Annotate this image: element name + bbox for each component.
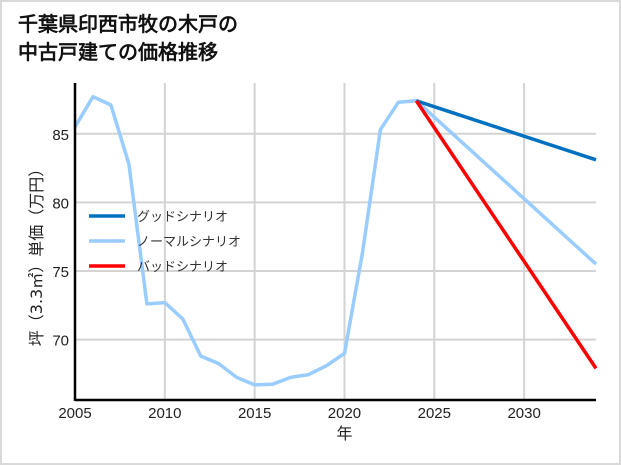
y-tick-label: 80 bbox=[52, 195, 69, 212]
legend-label-2: バッドシナリオ bbox=[137, 260, 228, 275]
x-tick-label: 2015 bbox=[238, 405, 271, 422]
x-axis-label: 年 bbox=[336, 424, 352, 443]
legend-label-1: ノーマルシナリオ bbox=[137, 235, 241, 250]
y-tick-label: 85 bbox=[52, 127, 69, 144]
series-line-1 bbox=[73, 94, 598, 387]
y-tick-label: 70 bbox=[52, 333, 69, 350]
x-tick-label: 2030 bbox=[507, 405, 540, 422]
x-tick-label: 2005 bbox=[58, 405, 91, 422]
x-tick-label: 2020 bbox=[328, 405, 361, 422]
y-tick-label: 75 bbox=[52, 264, 69, 281]
legend-label-0: グッドシナリオ bbox=[137, 210, 228, 225]
series-line-2 bbox=[414, 99, 598, 370]
series-line-0 bbox=[415, 99, 597, 162]
x-tick-label: 2010 bbox=[148, 405, 181, 422]
x-tick-label: 2025 bbox=[418, 405, 451, 422]
y-axis-label: 坪（3.3㎡）単価（万円） bbox=[27, 161, 46, 346]
chart-title: 千葉県印西市牧の木戸の 中古戸建ての価格推移 bbox=[18, 12, 238, 64]
